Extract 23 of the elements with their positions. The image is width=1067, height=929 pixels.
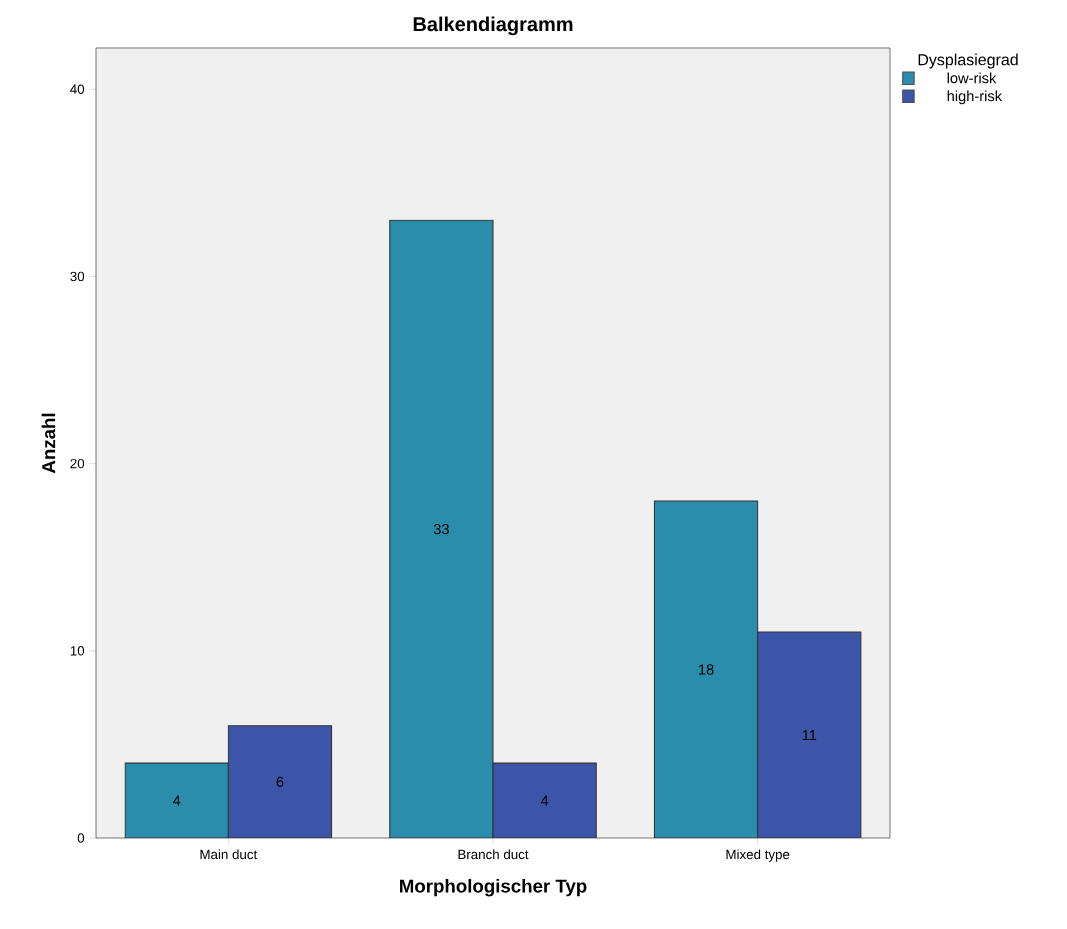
data-label: 4 [172, 795, 181, 806]
x-tick-label: Main duct [200, 849, 258, 860]
data-label: 18 [699, 664, 714, 675]
y-tick-label: 0 [77, 833, 85, 843]
data-label: 4 [540, 795, 549, 806]
data-label: 33 [433, 523, 449, 535]
y-tick-label: 20 [70, 458, 85, 469]
bar [492, 762, 597, 838]
y-tick-label: 40 [70, 84, 85, 94]
x-tick-label: Mixed type [726, 849, 790, 862]
bar [757, 631, 862, 838]
y-tick-label: 10 [70, 646, 85, 656]
data-label: 11 [802, 730, 817, 741]
legend-label: low-risk [947, 72, 997, 84]
y-tick-label: 30 [70, 271, 85, 282]
x-tick-label: Branch duct [458, 849, 529, 860]
data-label: 6 [276, 776, 284, 788]
legend-title: Dysplasiegrad [918, 53, 1018, 69]
x-axis-title: Morphologischer Typ [400, 878, 587, 897]
bar [227, 725, 333, 838]
chart-title: Balkendiagramm [413, 16, 573, 36]
legend-label: high-risk [947, 90, 1003, 105]
y-axis-title: Anzahl [41, 413, 56, 474]
